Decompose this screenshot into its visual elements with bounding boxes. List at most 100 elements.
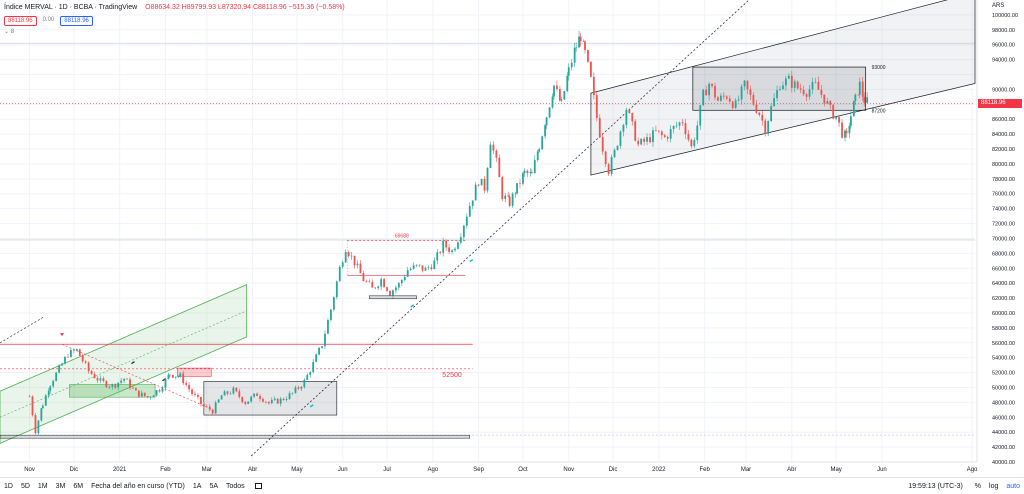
- candle-body: [714, 86, 716, 98]
- candle-body: [616, 145, 619, 150]
- currency-label[interactable]: ARS: [992, 3, 1005, 9]
- y-tick-label: 86000.00: [992, 117, 1015, 123]
- candle-body: [462, 225, 465, 238]
- candle-body: [740, 86, 743, 100]
- range-ytd[interactable]: Fecha del año en curso (YTD): [91, 482, 185, 490]
- candle-body: [149, 396, 152, 398]
- spread-value: 0.00: [39, 16, 58, 26]
- x-tick-label: Mar: [741, 467, 751, 473]
- candle-body: [743, 80, 746, 87]
- candle-body: [858, 81, 861, 95]
- range-1y[interactable]: 1A: [192, 482, 202, 490]
- candle-body: [764, 120, 767, 134]
- candle-body: [238, 391, 241, 397]
- candle-body: [152, 395, 155, 397]
- candle-body: [619, 131, 622, 146]
- y-tick-label: 44000.00: [992, 430, 1015, 436]
- candle-body: [582, 41, 585, 42]
- price-chart[interactable]: 40000.00 42000.00 44000.00 46000.00 48000.00…: [0, 0, 1024, 477]
- candle-body: [229, 393, 232, 395]
- candle-body: [498, 157, 501, 178]
- y-tick-label: 56000.00: [992, 341, 1015, 347]
- candle-body: [235, 387, 238, 392]
- candle-body: [44, 395, 47, 406]
- candle-body: [468, 205, 471, 217]
- symbol-title[interactable]: Índice MERVAL · 1D · BCBA · TradingView: [4, 4, 138, 11]
- range-3m[interactable]: 3M: [55, 482, 66, 490]
- candle-body: [625, 109, 628, 125]
- range-1m[interactable]: 1M: [37, 482, 48, 490]
- buy-button[interactable]: 88118.96: [60, 16, 93, 26]
- y-tick-label: 62000.00: [992, 296, 1015, 302]
- candle-body: [418, 264, 421, 266]
- calendar-icon[interactable]: [254, 483, 262, 489]
- candle-body: [84, 361, 87, 363]
- candle-body: [161, 388, 164, 392]
- x-tick-label: 2022: [652, 467, 666, 473]
- candle-body: [460, 237, 462, 243]
- candle-body: [321, 346, 323, 348]
- candle-body: [610, 157, 613, 174]
- y-tick-label: 40000.00: [992, 460, 1015, 466]
- candle-body: [244, 402, 247, 404]
- candle-body: [533, 160, 536, 174]
- candle-body: [137, 390, 140, 397]
- candle-body: [185, 383, 188, 385]
- candle-body: [536, 151, 539, 161]
- candle-body: [64, 356, 66, 364]
- x-tick-label: Jul: [383, 467, 391, 473]
- indicators-toggle[interactable]: ⌄ 8: [4, 28, 14, 35]
- clock[interactable]: 19:59:13 (UTC-3): [908, 482, 963, 490]
- y-tick-label: 54000.00: [992, 356, 1015, 362]
- candle-body: [805, 94, 808, 97]
- sell-arrow-icon: [60, 333, 65, 337]
- range-5y[interactable]: 5A: [209, 482, 218, 490]
- candle-body: [220, 395, 223, 400]
- candle-body: [631, 113, 634, 122]
- candle-body: [34, 415, 37, 434]
- candle-body: [40, 408, 43, 421]
- channel-upper-ext: [0, 316, 45, 344]
- candle-body: [318, 347, 320, 355]
- range-all[interactable]: Todos: [226, 482, 245, 490]
- candle-body: [634, 121, 637, 141]
- candle-body: [412, 265, 415, 269]
- candle-body: [758, 112, 761, 116]
- candle-body: [545, 117, 548, 126]
- candle-body: [158, 390, 161, 392]
- percent-toggle[interactable]: %: [974, 482, 982, 490]
- candle-body: [649, 137, 651, 143]
- candle-body: [67, 356, 69, 358]
- consolidation-box: [203, 381, 338, 416]
- auto-toggle[interactable]: auto: [1006, 482, 1020, 490]
- range-6m[interactable]: 6M: [73, 482, 84, 490]
- log-toggle[interactable]: log: [989, 482, 999, 490]
- candle-body: [327, 320, 329, 334]
- candle-body: [117, 382, 120, 388]
- candle-body: [854, 94, 857, 101]
- candle-body: [604, 151, 607, 165]
- last-price-label: 88118.96: [978, 98, 1022, 108]
- candle-body: [335, 281, 338, 298]
- candle-body: [75, 349, 78, 351]
- candle-body: [427, 267, 430, 268]
- sell-button[interactable]: 88118.96: [4, 16, 37, 26]
- label-93000: 93000: [872, 65, 886, 71]
- candle-body: [558, 89, 561, 101]
- candle-body: [93, 374, 96, 379]
- candle-body: [776, 90, 778, 99]
- candle-body: [817, 81, 820, 90]
- candle-body: [640, 138, 643, 145]
- range-1d[interactable]: 1D: [4, 482, 13, 490]
- candle-body: [262, 398, 264, 402]
- candle-body: [395, 287, 397, 291]
- y-tick-label: 58000.00: [992, 326, 1015, 332]
- x-tick-label: Jun: [877, 467, 887, 473]
- candle-body: [61, 363, 63, 366]
- range-5d[interactable]: 5D: [20, 482, 30, 490]
- candle-body: [507, 195, 510, 197]
- candle-body: [291, 392, 294, 394]
- candle-body: [590, 61, 592, 77]
- candle-body: [486, 168, 489, 191]
- candle-body: [669, 129, 672, 139]
